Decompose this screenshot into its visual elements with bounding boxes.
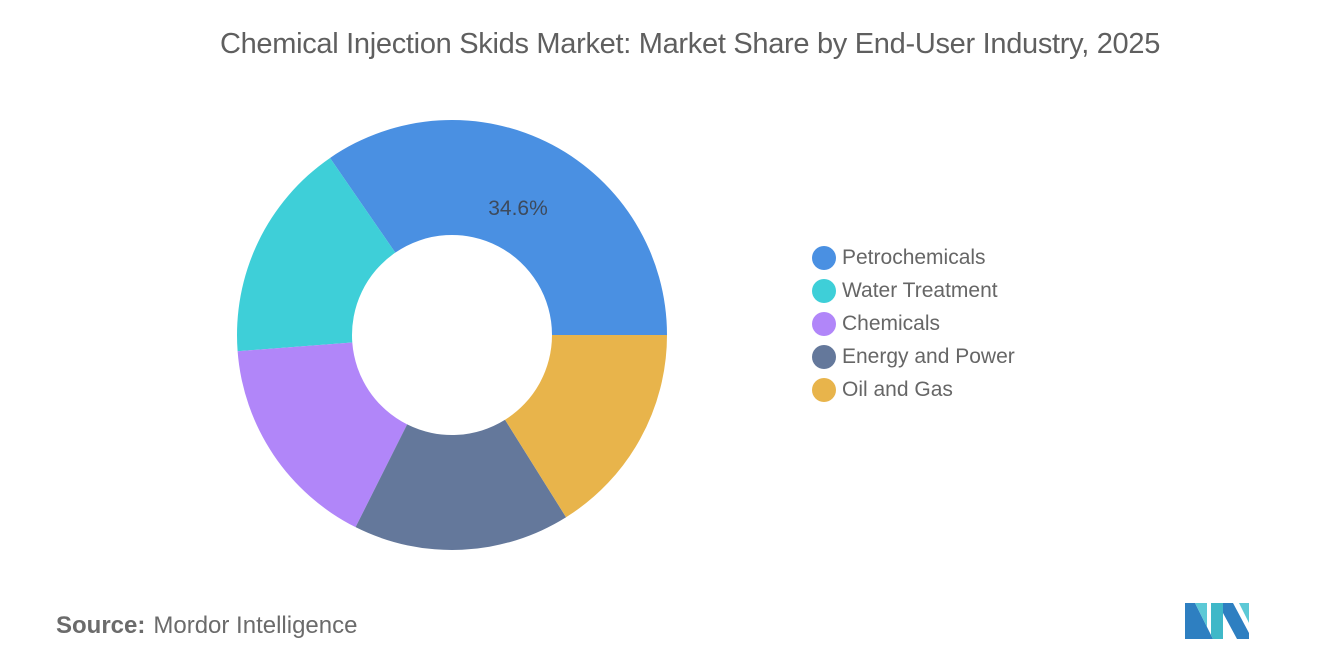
source-name: Mordor Intelligence — [153, 612, 358, 639]
legend-label: Energy and Power — [842, 344, 1015, 368]
slice-label-petrochemicals: 34.6% — [488, 197, 548, 220]
mordor-intelligence-logo-icon — [1185, 603, 1249, 639]
legend-label: Oil and Gas — [842, 377, 953, 401]
donut-slices — [237, 119, 667, 550]
legend-swatch-icon — [812, 311, 836, 336]
legend-label: Petrochemicals — [842, 246, 986, 270]
legend: Petrochemicals Water Treatment Chemicals… — [812, 242, 1015, 406]
legend-item-chemicals[interactable]: Chemicals — [812, 308, 1015, 341]
legend-label: Water Treatment — [842, 279, 998, 303]
source-prefix: Source: — [56, 612, 146, 639]
legend-swatch-icon — [812, 377, 836, 402]
slice-petrochemicals[interactable] — [330, 119, 667, 335]
legend-swatch-icon — [812, 279, 836, 304]
legend-item-water-treatment[interactable]: Water Treatment — [812, 275, 1015, 308]
chart-title: Chemical Injection Skids Market: Market … — [219, 28, 1161, 60]
legend-item-energy-and-power[interactable]: Energy and Power — [812, 340, 1015, 373]
legend-item-petrochemicals[interactable]: Petrochemicals — [812, 242, 1015, 275]
slice-water-treatment[interactable] — [237, 157, 396, 352]
slice-oil-and-gas[interactable] — [505, 335, 667, 518]
source-note: Source: Mordor Intelligence — [56, 612, 357, 640]
legend-swatch-icon — [812, 246, 836, 271]
legend-label: Chemicals — [842, 311, 941, 335]
legend-item-oil-and-gas[interactable]: Oil and Gas — [812, 373, 1015, 406]
slice-energy-and-power[interactable] — [355, 419, 567, 550]
legend-swatch-icon — [812, 344, 836, 369]
slice-chemicals[interactable] — [237, 342, 408, 528]
